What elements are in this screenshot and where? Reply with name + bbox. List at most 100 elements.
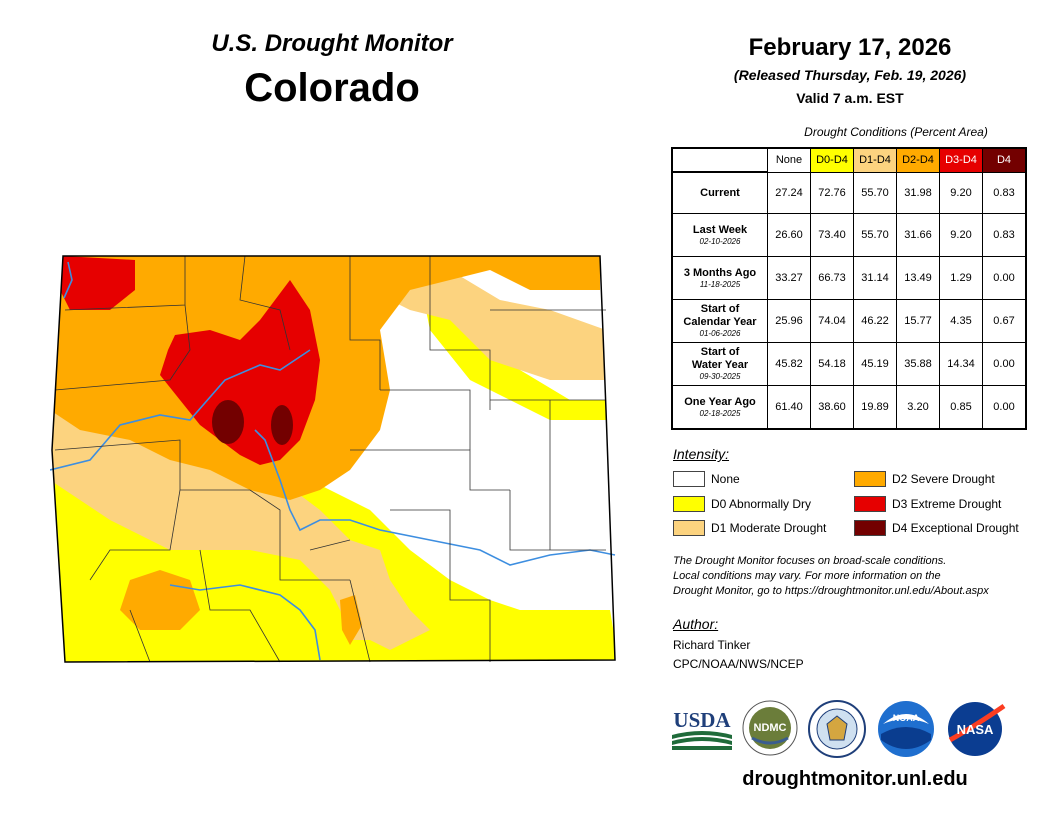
row-label: Start of Calendar Year 01-06-2026 — [671, 299, 768, 343]
release-date: (Released Thursday, Feb. 19, 2026) — [733, 67, 967, 83]
legend-label: D1 Moderate Drought — [711, 521, 827, 535]
state-border — [51, 255, 616, 663]
table-cell: 15.77 — [896, 299, 940, 343]
legend-swatch — [673, 471, 705, 487]
table-row: Current 27.24 72.76 55.70 31.98 9.20 0.83 — [671, 171, 1027, 214]
usda-logo: USDA — [672, 708, 732, 750]
note-line: The Drought Monitor focuses on broad-sca… — [673, 555, 947, 567]
table-cell: 31.14 — [853, 256, 897, 300]
author-org: CPC/NOAA/NWS/NCEP — [673, 657, 804, 671]
legend-label: None — [711, 472, 740, 486]
map-date: February 17, 2026 — [748, 34, 952, 61]
col-d2: D2-D4 — [896, 147, 940, 173]
row-label: Start of Water Year 09-30-2025 — [671, 342, 768, 386]
row-date: 09-30-2025 — [699, 372, 741, 381]
d1-area — [52, 390, 430, 650]
table-cell: 46.22 — [853, 299, 897, 343]
legend-swatch — [673, 520, 705, 536]
table-cell: 0.85 — [939, 385, 983, 430]
row-label: 3 Months Ago 11-18-2025 — [671, 256, 768, 300]
table-cell: 74.04 — [810, 299, 854, 343]
table-cell: 55.70 — [853, 171, 897, 214]
row-date: 02-10-2026 — [699, 236, 741, 246]
legend-label: D3 Extreme Drought — [892, 497, 1002, 511]
table-cell: 0.83 — [982, 171, 1027, 214]
col-d4: D4 — [982, 147, 1027, 173]
table-cell: 72.76 — [810, 171, 854, 214]
table-cell: 61.40 — [767, 385, 811, 430]
d2-area — [120, 570, 200, 630]
d4-area — [212, 400, 244, 444]
doc-seal-logo — [808, 700, 866, 758]
table-cell: 33.27 — [767, 256, 811, 300]
table-cell: 27.24 — [767, 171, 811, 214]
table-cell: 25.96 — [767, 299, 811, 343]
table-corner — [672, 148, 768, 173]
table-cell: 31.66 — [896, 213, 940, 257]
row-date: 01-06-2026 — [699, 329, 741, 338]
row-label-text: One Year Ago — [684, 395, 756, 408]
table-cell: 19.89 — [853, 385, 897, 430]
row-label-text: Water Year — [691, 359, 749, 371]
d4-area — [271, 405, 293, 445]
table-cell: 0.83 — [982, 213, 1027, 257]
legend-swatch — [854, 520, 886, 536]
legend-swatch — [854, 496, 886, 512]
table-cell: 0.00 — [982, 342, 1027, 386]
disclaimer-note: The Drought Monitor focuses on broad-sca… — [673, 554, 1043, 599]
col-none: None — [767, 147, 811, 173]
legend-label: D2 Severe Drought — [892, 472, 995, 486]
table-cell: 66.73 — [810, 256, 854, 300]
d2-area — [52, 256, 600, 500]
table-row: 3 Months Ago 11-18-2025 33.27 66.73 31.14 13.… — [671, 256, 1027, 300]
table-cell: 0.67 — [982, 299, 1027, 343]
usda-logo-text: USDA — [673, 708, 731, 732]
table-cell: 73.40 — [810, 213, 854, 257]
d3-area — [60, 256, 135, 310]
legend-item-d1: D1 Moderate Drought — [673, 520, 826, 536]
footer-url[interactable]: droughtmonitor.unl.edu — [742, 768, 968, 790]
legend-swatch — [854, 471, 886, 487]
row-label: Current — [671, 171, 768, 214]
row-label: One Year Ago 02-18-2025 — [671, 385, 768, 430]
table-caption: Drought Conditions (Percent Area) — [804, 125, 988, 139]
row-label-text: Current — [700, 186, 740, 199]
row-label-text: Start of — [700, 303, 740, 315]
table-row: Last Week 02-10-2026 26.60 73.40 55.70 31.66 9… — [671, 213, 1027, 257]
table-cell: 1.29 — [939, 256, 983, 300]
col-d1: D1-D4 — [853, 147, 897, 173]
author-heading: Author: — [673, 616, 719, 632]
ndmc-logo: NDMC — [742, 700, 798, 756]
legend-item-d3: D3 Extreme Drought — [854, 496, 1001, 512]
table-row: Start of Water Year 09-30-2025 45.82 54.18 45… — [671, 342, 1027, 386]
table-cell: 13.49 — [896, 256, 940, 300]
table-cell: 4.35 — [939, 299, 983, 343]
table-cell: 55.70 — [853, 213, 897, 257]
legend-label: D0 Abnormally Dry — [711, 497, 812, 511]
col-d0: D0-D4 — [810, 147, 854, 173]
note-line: Local conditions may vary. For more info… — [673, 570, 941, 582]
map-title: Colorado — [244, 66, 420, 110]
table-cell: 38.60 — [810, 385, 854, 430]
row-date: 11-18-2025 — [699, 279, 741, 289]
table-cell: 31.98 — [896, 171, 940, 214]
row-label: Last Week 02-10-2026 — [671, 213, 768, 257]
noaa-logo: NOAA — [878, 701, 934, 757]
legend-label: D4 Exceptional Drought — [892, 521, 1019, 535]
row-date: 02-18-2025 — [699, 408, 741, 418]
legend-item-d0: D0 Abnormally Dry — [673, 496, 811, 512]
table-row: One Year Ago 02-18-2025 61.40 38.60 19.89 3.2… — [671, 385, 1027, 430]
legend-title: Intensity: — [673, 446, 730, 462]
colorado-drought-map — [50, 255, 616, 663]
table-cell: 0.00 — [982, 256, 1027, 300]
legend-item-d2: D2 Severe Drought — [854, 471, 995, 487]
note-line: Drought Monitor, go to https://droughtmo… — [673, 585, 989, 597]
map-subtitle: U.S. Drought Monitor — [211, 30, 453, 57]
table-cell: 26.60 — [767, 213, 811, 257]
table-cell: 45.82 — [767, 342, 811, 386]
noaa-logo-text: NOAA — [893, 713, 920, 723]
table-cell: 0.00 — [982, 385, 1027, 430]
table-cell: 3.20 — [896, 385, 940, 430]
table-cell: 54.18 — [810, 342, 854, 386]
row-label-text: Last Week — [692, 223, 748, 236]
